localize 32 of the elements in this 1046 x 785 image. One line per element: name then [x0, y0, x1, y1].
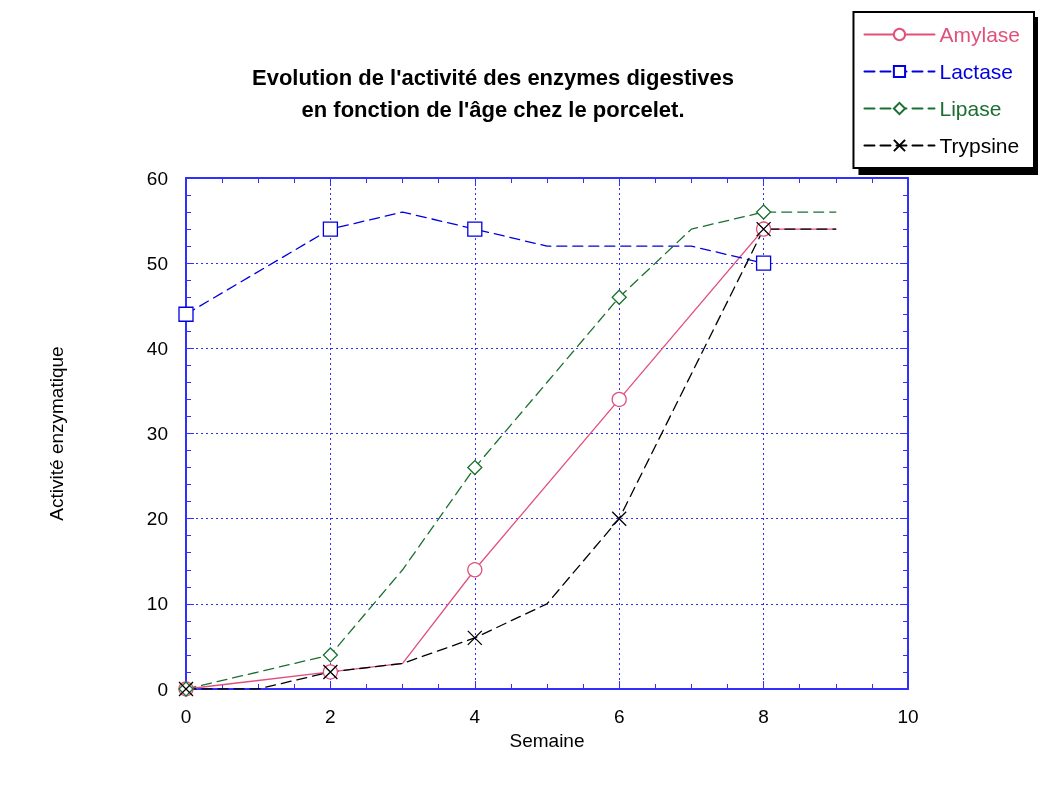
- legend-label: Amylase: [939, 23, 1021, 46]
- x-tick-label: 8: [758, 706, 769, 727]
- point: [322, 647, 339, 663]
- legend-label: Trypsine: [939, 134, 1020, 157]
- x-axis-title: Semaine: [509, 729, 585, 751]
- legend-label: Lipase: [939, 97, 1002, 120]
- point: [611, 391, 627, 408]
- y-axis-title: Activité enzymatique: [46, 346, 67, 521]
- point: [611, 289, 627, 305]
- point: [178, 306, 194, 322]
- y-tick-label: 20: [146, 508, 168, 530]
- x-tick-label: 0: [180, 706, 192, 727]
- chart-title: Evolution de l'activité des enzymes digestives en fonction de l'âge chez le porcelet.: [251, 64, 735, 122]
- x-tick-label: 6: [613, 706, 625, 727]
- x-tick-label: 10: [897, 706, 919, 727]
- point: [467, 459, 483, 476]
- y-tick-label: 30: [146, 423, 168, 444]
- legend-label: Lactase: [939, 60, 1014, 83]
- x-tick-label: 4: [469, 706, 481, 727]
- y-tick-label: 10: [146, 593, 168, 615]
- point: [467, 221, 483, 237]
- point: [467, 562, 483, 578]
- y-tick-label: 60: [146, 167, 168, 189]
- y-tick-label: 0: [157, 678, 168, 700]
- point: [755, 255, 772, 271]
- point: [755, 204, 772, 220]
- point: [611, 511, 627, 527]
- point: [322, 221, 339, 237]
- point: [467, 630, 483, 646]
- x-tick-label: 2: [325, 706, 336, 727]
- y-tick-label: 50: [146, 252, 168, 274]
- y-tick-label: 40: [146, 337, 168, 359]
